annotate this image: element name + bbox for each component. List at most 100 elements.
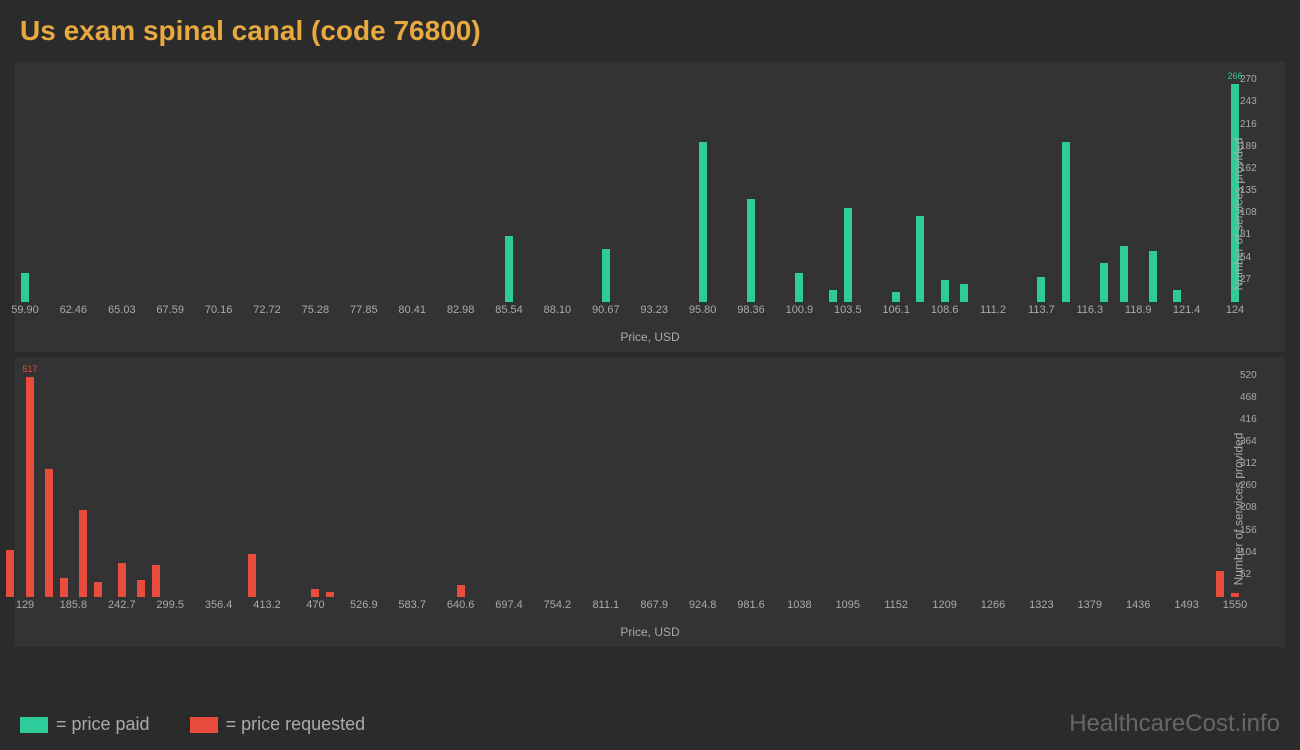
chart1-x-label: Price, USD xyxy=(620,330,679,344)
x-tick: 1323 xyxy=(1029,599,1053,611)
x-tick: 413.2 xyxy=(253,599,281,611)
x-tick: 85.54 xyxy=(495,304,523,316)
chart-requested: 517 129 185.8 242.7 299.5 356.4 413.2 470 526.9… xyxy=(15,357,1285,647)
bar xyxy=(137,580,145,597)
bar xyxy=(79,510,87,597)
x-tick: 1266 xyxy=(981,599,1005,611)
x-tick: 1152 xyxy=(884,599,908,611)
legend-paid: = price paid xyxy=(20,714,150,735)
x-tick: 93.23 xyxy=(640,304,668,316)
bar xyxy=(45,469,53,597)
bar xyxy=(1120,246,1128,302)
legend-requested: = price requested xyxy=(190,714,366,735)
bar xyxy=(1100,263,1108,302)
x-tick: 356.4 xyxy=(205,599,233,611)
bar xyxy=(1062,142,1070,302)
y-tick: 520 xyxy=(1240,370,1257,381)
x-tick: 583.7 xyxy=(398,599,426,611)
page-title: Us exam spinal canal (code 76800) xyxy=(0,0,1300,57)
x-tick: 111.2 xyxy=(980,304,1006,316)
x-tick: 1493 xyxy=(1174,599,1198,611)
bar xyxy=(795,273,803,302)
bar-label: 517 xyxy=(22,364,37,374)
x-tick: 242.7 xyxy=(108,599,136,611)
bar xyxy=(916,216,924,302)
x-tick: 72.72 xyxy=(253,304,281,316)
x-tick: 106.1 xyxy=(882,304,910,316)
x-tick: 62.46 xyxy=(60,304,88,316)
x-tick: 1379 xyxy=(1078,599,1102,611)
legend: = price paid = price requested xyxy=(20,714,365,735)
x-tick: 67.59 xyxy=(156,304,184,316)
bar xyxy=(21,273,29,302)
chart1-y-label: Number of services provided xyxy=(1232,138,1246,291)
x-tick: 640.6 xyxy=(447,599,475,611)
legend-requested-label: = price requested xyxy=(226,714,366,735)
legend-swatch-requested xyxy=(190,717,218,733)
x-tick: 98.36 xyxy=(737,304,765,316)
x-tick: 77.85 xyxy=(350,304,378,316)
bar xyxy=(1216,571,1224,597)
watermark: HealthcareCost.info xyxy=(1069,710,1280,738)
bar xyxy=(60,578,68,597)
x-tick: 1095 xyxy=(836,599,860,611)
x-tick: 1436 xyxy=(1126,599,1150,611)
x-tick: 526.9 xyxy=(350,599,378,611)
bar xyxy=(829,290,837,302)
x-tick: 116.3 xyxy=(1076,304,1103,316)
bar xyxy=(457,585,465,597)
x-tick: 299.5 xyxy=(156,599,184,611)
bar xyxy=(747,199,755,302)
y-tick: 216 xyxy=(1240,119,1257,130)
x-tick: 924.8 xyxy=(689,599,717,611)
chart2-x-label: Price, USD xyxy=(620,625,679,639)
x-tick: 867.9 xyxy=(640,599,668,611)
y-tick: 416 xyxy=(1240,414,1257,425)
x-tick: 70.16 xyxy=(205,304,233,316)
x-tick: 754.2 xyxy=(544,599,572,611)
x-tick: 470 xyxy=(306,599,324,611)
x-tick: 88.10 xyxy=(544,304,572,316)
legend-paid-label: = price paid xyxy=(56,714,150,735)
chart-paid: 266 59.9062.4665.0367.5970.1672.7275.287… xyxy=(15,62,1285,352)
bar xyxy=(118,563,126,597)
x-tick: 113.7 xyxy=(1028,304,1055,316)
x-tick: 1209 xyxy=(932,599,956,611)
bar xyxy=(1037,277,1045,302)
bar xyxy=(6,550,14,597)
x-tick: 95.80 xyxy=(689,304,717,316)
x-tick: 108.6 xyxy=(931,304,959,316)
x-tick: 124 xyxy=(1226,304,1244,316)
x-tick: 981.6 xyxy=(737,599,765,611)
bar xyxy=(699,142,707,302)
x-tick: 697.4 xyxy=(495,599,523,611)
bar xyxy=(152,565,160,597)
x-tick: 100.9 xyxy=(786,304,814,316)
bar xyxy=(602,249,610,302)
bar xyxy=(941,280,949,302)
bar xyxy=(505,236,513,302)
x-tick: 75.28 xyxy=(302,304,330,316)
bar xyxy=(311,589,319,597)
x-tick: 82.98 xyxy=(447,304,475,316)
y-tick: 468 xyxy=(1240,392,1257,403)
x-tick: 118.9 xyxy=(1125,304,1152,316)
bar xyxy=(1173,290,1181,302)
legend-swatch-paid xyxy=(20,717,48,733)
chart2-y-label: Number of services provided xyxy=(1232,433,1246,586)
x-tick: 811.1 xyxy=(592,599,619,611)
x-tick: 185.8 xyxy=(60,599,88,611)
bar xyxy=(1149,251,1157,302)
x-tick: 80.41 xyxy=(398,304,426,316)
bar xyxy=(248,554,256,597)
x-tick: 129 xyxy=(16,599,34,611)
y-tick: 270 xyxy=(1240,74,1257,85)
x-tick: 103.5 xyxy=(834,304,862,316)
y-tick: 243 xyxy=(1240,96,1257,107)
x-tick: 1550 xyxy=(1223,599,1247,611)
x-tick: 1038 xyxy=(787,599,811,611)
x-tick: 90.67 xyxy=(592,304,620,316)
bar xyxy=(892,292,900,302)
x-tick: 121.4 xyxy=(1173,304,1201,316)
x-tick: 59.90 xyxy=(11,304,39,316)
